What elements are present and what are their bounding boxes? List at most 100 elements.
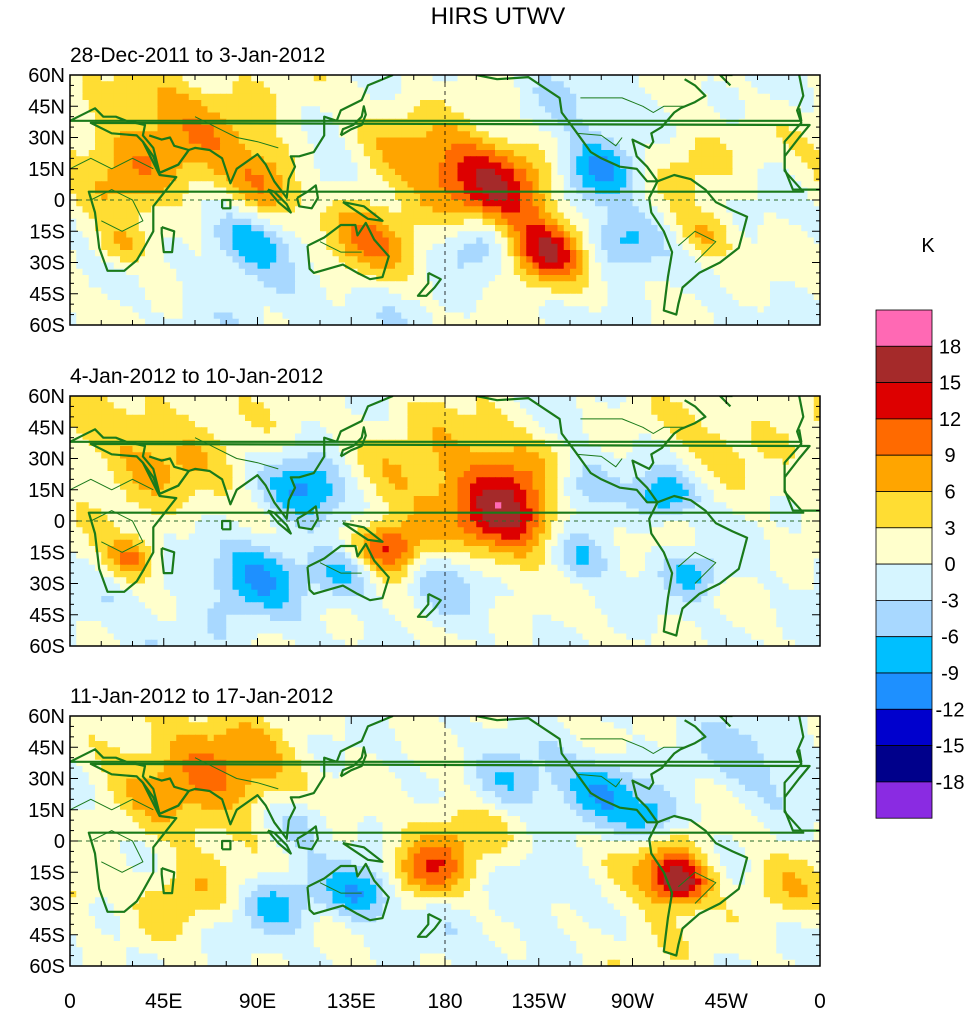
panel-1-subtitle: 28-Dec-2011 to 3-Jan-2012: [70, 44, 325, 67]
field-cell: [82, 306, 90, 314]
field-cell: [745, 231, 752, 239]
field-cell: [751, 156, 759, 164]
field-cell: [501, 300, 509, 307]
field-cell: [626, 150, 634, 157]
field-cell: [295, 137, 302, 145]
field-cell: [488, 106, 496, 114]
field-cell: [632, 200, 640, 207]
field-cell: [557, 237, 565, 245]
field-cell: [538, 143, 546, 151]
field-cell: [626, 231, 634, 239]
field-cell: [426, 293, 434, 301]
field-cell: [332, 200, 340, 207]
field-cell: [432, 193, 440, 201]
field-cell: [720, 168, 727, 176]
field-cell: [563, 262, 571, 270]
field-cell: [626, 193, 634, 201]
field-cell: [213, 156, 221, 164]
field-cell: [620, 300, 627, 307]
field-cell: [138, 156, 146, 164]
field-cell: [751, 250, 759, 257]
field-cell: [738, 300, 746, 307]
field-cell: [795, 275, 802, 282]
field-cell: [207, 300, 215, 307]
field-cell: [176, 231, 184, 239]
field-cell: [345, 218, 352, 226]
field-cell: [457, 150, 465, 157]
field-cell: [632, 143, 640, 151]
field-cell: [688, 206, 696, 214]
field-cell: [226, 300, 234, 307]
field-cell: [376, 81, 384, 89]
field-cell: [688, 243, 696, 251]
field-cell: [651, 250, 659, 257]
field-cell: [457, 268, 465, 276]
field-cell: [163, 212, 171, 220]
field-cell: [738, 193, 746, 201]
field-cell: [120, 112, 127, 120]
field-cell: [263, 175, 271, 182]
field-cell: [488, 81, 496, 89]
field-cell: [682, 318, 690, 325]
field-cell: [388, 396, 396, 403]
field-cell: [795, 281, 802, 289]
field-cell: [88, 143, 96, 151]
field-cell: [676, 225, 684, 232]
field-cell: [670, 100, 677, 107]
field-cell: [82, 206, 90, 214]
field-cell: [651, 281, 659, 289]
field-cell: [232, 287, 240, 295]
field-cell: [451, 181, 459, 189]
field-cell: [257, 212, 265, 220]
field-cell: [788, 168, 796, 176]
field-cell: [595, 143, 602, 151]
field-cell: [220, 396, 227, 403]
field-cell: [438, 156, 446, 164]
field-cell: [295, 100, 302, 107]
field-cell: [601, 150, 609, 157]
field-cell: [438, 206, 446, 214]
field-cell: [463, 137, 471, 145]
field-cell: [395, 143, 402, 151]
field-cell: [557, 193, 565, 201]
field-cell: [101, 150, 109, 157]
field-cell: [320, 256, 327, 264]
field-cell: [645, 137, 652, 145]
field-cell: [713, 118, 721, 126]
field-cell: [757, 87, 765, 95]
field-cell: [701, 225, 709, 232]
field-cell: [576, 87, 584, 95]
field-cell: [401, 75, 409, 82]
field-cell: [813, 106, 820, 114]
field-cell: [288, 162, 296, 170]
field-cell: [245, 162, 252, 170]
field-cell: [376, 225, 384, 232]
field-cell: [307, 131, 315, 139]
field-cell: [620, 268, 627, 276]
field-cell: [120, 150, 127, 157]
field-cell: [232, 300, 240, 307]
field-cell: [376, 168, 384, 176]
field-cell: [388, 162, 396, 170]
field-cell: [588, 206, 596, 214]
field-cell: [813, 143, 820, 151]
field-cell: [513, 293, 521, 301]
field-cell: [176, 206, 184, 214]
field-cell: [620, 281, 627, 289]
field-cell: [157, 93, 165, 101]
field-cell: [207, 137, 215, 145]
field-cell: [301, 237, 309, 245]
field-cell: [438, 200, 446, 207]
field-cell: [413, 237, 421, 245]
field-cell: [313, 287, 321, 295]
field-cell: [770, 306, 777, 314]
field-cell: [288, 275, 296, 282]
field-cell: [70, 168, 77, 176]
field-cell: [282, 137, 290, 145]
field-cell: [232, 150, 240, 157]
field-cell: [657, 218, 665, 226]
border-line: [70, 157, 154, 170]
field-cell: [176, 112, 184, 120]
field-cell: [576, 306, 584, 314]
field-cell: [88, 206, 96, 214]
